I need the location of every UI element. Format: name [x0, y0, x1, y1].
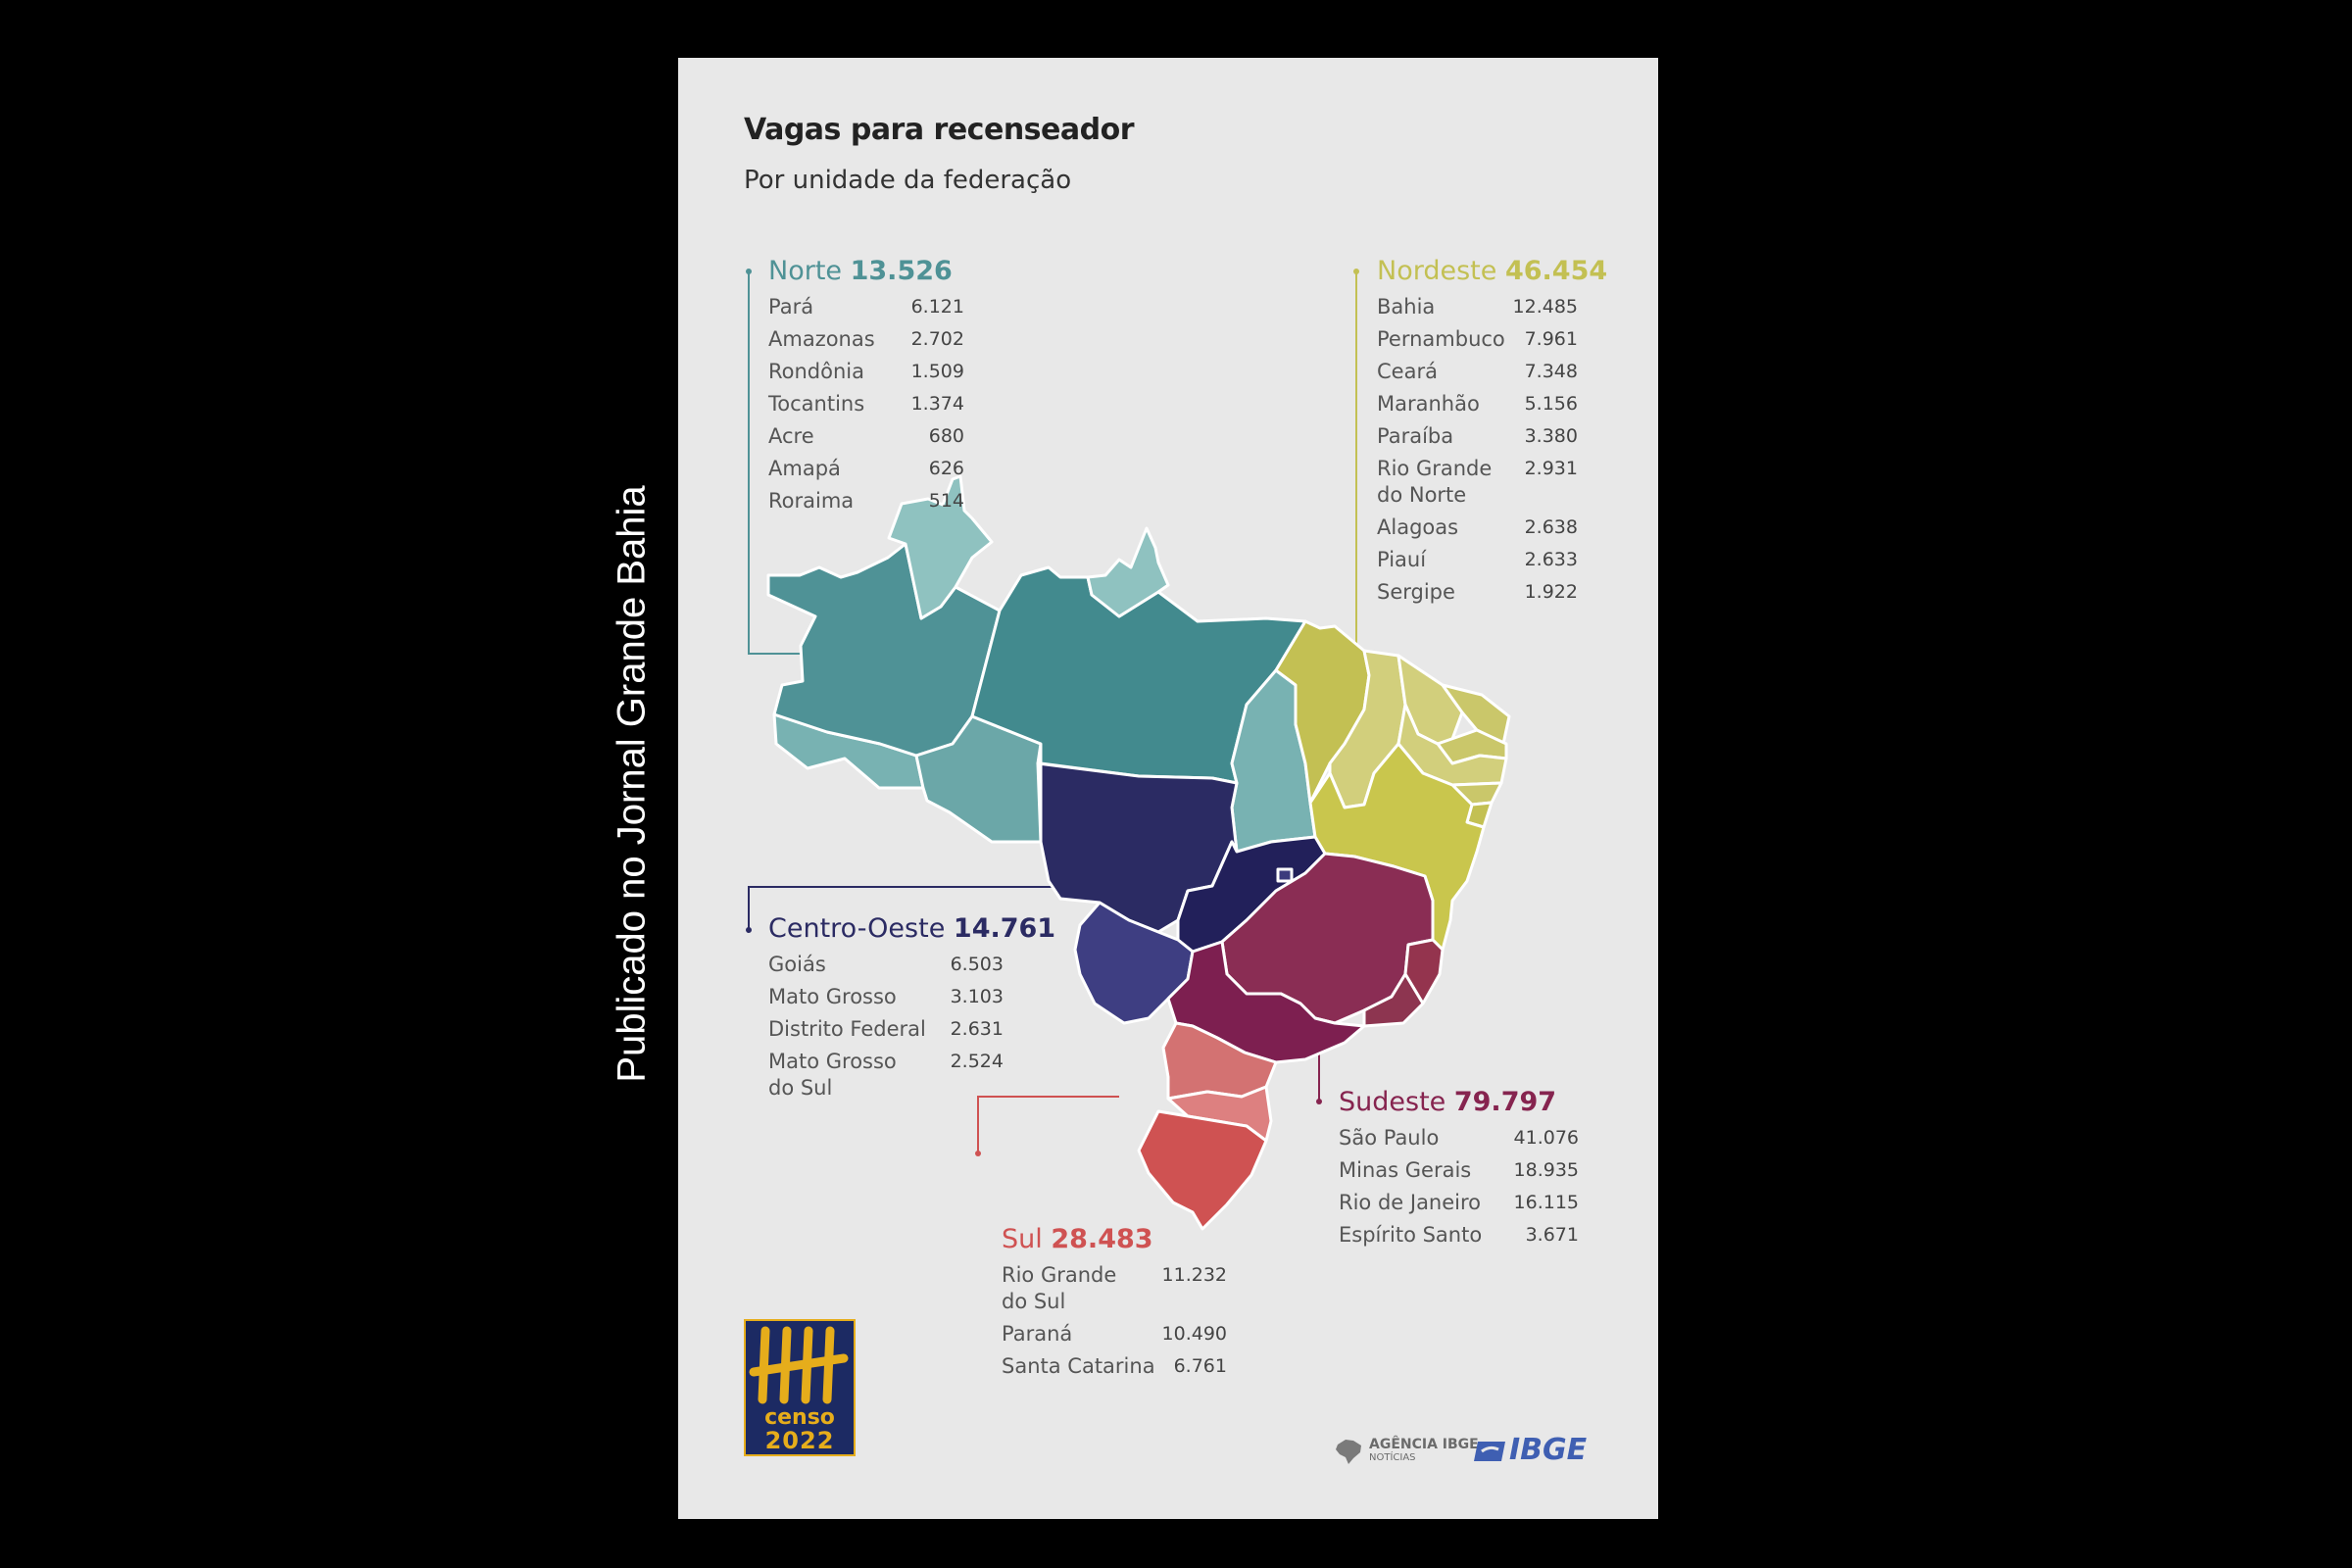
list-item: Pará 6.121 — [768, 295, 964, 318]
list-item: Maranhão 5.156 — [1377, 392, 1578, 416]
censo-word: censo — [764, 1405, 835, 1430]
ibge-flag-icon — [1474, 1441, 1505, 1461]
list-item: Rio de Janeiro 16.115 — [1339, 1191, 1579, 1214]
infographic-title: Vagas para recenseador — [744, 113, 1135, 147]
region-norte-list: Pará 6.121 Amazonas 2.702 Rondônia 1.509 To… — [768, 294, 964, 514]
sul-leader-line — [977, 1096, 1119, 1153]
brazil-map — [746, 269, 1511, 1231]
ibge-logo-text: IBGE — [1509, 1433, 1588, 1467]
state-mato-grosso-do-sul — [1073, 901, 1195, 1025]
list-item: Pernambuco 7.961 — [1377, 327, 1578, 351]
list-item: Rio Grande do Norte 2.931 — [1377, 457, 1578, 507]
list-item: São Paulo 41.076 — [1339, 1126, 1579, 1150]
list-item: Minas Gerais 18.935 — [1339, 1158, 1579, 1182]
list-item: Piauí 2.633 — [1377, 548, 1578, 571]
region-norte: Norte 13.526 Pará 6.121 Amazonas 2.702 Ron… — [768, 256, 964, 520]
ibge-logo: IBGE — [1472, 1433, 1587, 1467]
list-item: Amapá 626 — [768, 457, 964, 480]
side-caption: Publicado no Jornal Grande Bahia — [610, 485, 654, 1083]
region-nordeste: Nordeste 46.454 Bahia 12.485 Pernambuco 7.… — [1377, 256, 1608, 612]
list-item: Paraná 10.490 — [1002, 1322, 1227, 1346]
list-item: Mato Grosso do Sul 2.524 — [768, 1050, 1004, 1100]
region-norte-header: Norte 13.526 — [768, 256, 953, 286]
list-item: Rondônia 1.509 — [768, 360, 964, 383]
list-item: Ceará 7.348 — [1377, 360, 1578, 383]
state-amazonas — [766, 542, 1002, 758]
region-sudeste-header: Sudeste 79.797 — [1339, 1087, 1557, 1117]
region-centro-oeste-header: Centro-Oeste 14.761 — [768, 913, 1056, 944]
region-centro-oeste-list: Goiás 6.503 Mato Grosso 3.103 Distrito Fed… — [768, 952, 1004, 1102]
region-sul-header: Sul 28.483 — [1002, 1224, 1153, 1254]
state-roraima — [887, 474, 994, 620]
state-rondonia — [914, 714, 1043, 844]
region-sul: Sul 28.483 Rio Grande do Sul 11.232 Paran… — [1002, 1224, 1227, 1386]
list-item: Alagoas 2.638 — [1377, 515, 1578, 539]
state-amapa — [1086, 526, 1170, 618]
state-rio-grande-do-sul — [1137, 1109, 1268, 1231]
censo-2022-logo: censo 2022 — [744, 1319, 856, 1456]
list-item: Roraima 514 — [768, 489, 964, 513]
list-item: Goiás 6.503 — [768, 953, 1004, 976]
list-item: Rio Grande do Sul 11.232 — [1002, 1263, 1227, 1313]
region-nordeste-list: Bahia 12.485 Pernambuco 7.961 Ceará 7.348 M… — [1377, 294, 1578, 606]
list-item: Bahia 12.485 — [1377, 295, 1578, 318]
tally-marks-icon — [749, 1326, 849, 1404]
list-item: Amazonas 2.702 — [768, 327, 964, 351]
list-item: Tocantins 1.374 — [768, 392, 964, 416]
agencia-logo-subtext: NOTÍCIAS — [1369, 1452, 1416, 1463]
brazil-outline-icon — [1336, 1440, 1361, 1464]
list-item: Distrito Federal 2.631 — [768, 1017, 1004, 1041]
region-sudeste: Sudeste 79.797 São Paulo 41.076 Minas Ger… — [1339, 1087, 1579, 1254]
list-item: Acre 680 — [768, 424, 964, 448]
region-sudeste-list: São Paulo 41.076 Minas Gerais 18.935 Rio d… — [1339, 1125, 1579, 1249]
infographic-poster: Vagas para recenseador Por unidade da fe… — [678, 58, 1658, 1519]
region-nordeste-header: Nordeste 46.454 — [1377, 256, 1608, 286]
list-item: Mato Grosso 3.103 — [768, 985, 1004, 1008]
list-item: Santa Catarina 6.761 — [1002, 1354, 1227, 1378]
agencia-logo-text: AGÊNCIA IBGE — [1369, 1437, 1479, 1452]
region-centro-oeste: Centro-Oeste 14.761 Goiás 6.503 Mato Gros… — [768, 913, 1056, 1107]
list-item: Paraíba 3.380 — [1377, 424, 1578, 448]
censo-year: 2022 — [764, 1427, 835, 1454]
region-sul-list: Rio Grande do Sul 11.232 Paraná 10.490 San… — [1002, 1262, 1227, 1380]
list-item: Sergipe 1.922 — [1377, 580, 1578, 604]
centro-oeste-leader-line — [748, 886, 1155, 930]
state-distrito-federal — [1276, 867, 1294, 883]
list-item: Espírito Santo 3.671 — [1339, 1223, 1579, 1247]
infographic-subtitle: Por unidade da federação — [744, 166, 1072, 195]
